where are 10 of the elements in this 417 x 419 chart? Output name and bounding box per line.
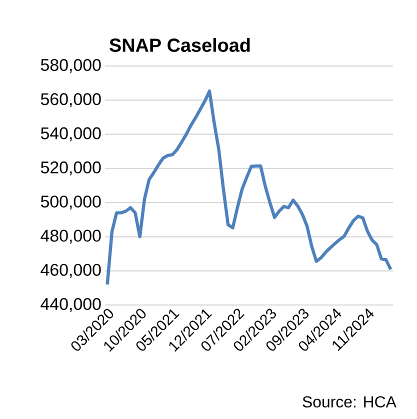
y-tick-label: 500,000 — [40, 196, 101, 210]
y-tick-label: 540,000 — [40, 127, 101, 142]
y-tick-label: 480,000 — [40, 230, 101, 244]
line-series — [106, 89, 392, 286]
source-note: Source: HCA — [302, 396, 396, 408]
y-tick-label: 460,000 — [40, 264, 101, 278]
chart-title: SNAP Caseload — [110, 38, 250, 52]
y-tick-label: 520,000 — [40, 161, 101, 176]
y-tick-label: 560,000 — [40, 93, 101, 108]
y-tick-label: 580,000 — [40, 59, 101, 73]
